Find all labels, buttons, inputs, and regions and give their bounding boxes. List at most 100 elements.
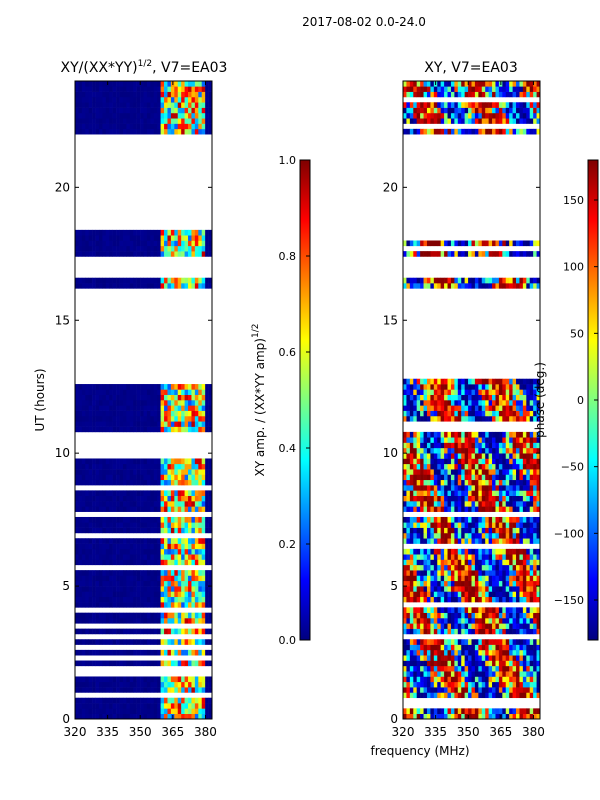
heatmap-cell bbox=[498, 384, 503, 390]
heatmap-cell bbox=[119, 474, 124, 481]
heatmap-cell bbox=[471, 463, 476, 470]
heatmap-cell bbox=[512, 400, 517, 406]
heatmap-cell bbox=[471, 607, 476, 613]
heatmap-cell bbox=[133, 687, 137, 693]
heatmap-cell bbox=[454, 708, 459, 714]
heatmap-cell bbox=[409, 639, 414, 645]
heatmap-cell bbox=[430, 251, 435, 257]
heatmap-cell bbox=[205, 703, 209, 709]
heatmap-cell bbox=[112, 554, 117, 560]
heatmap-cell bbox=[81, 426, 86, 433]
heatmap-cell bbox=[170, 617, 175, 624]
heatmap-cell bbox=[457, 532, 462, 539]
heatmap-cell bbox=[122, 96, 127, 103]
heatmap-cell bbox=[423, 676, 428, 683]
heatmap-cell bbox=[457, 277, 462, 284]
heatmap-cell bbox=[143, 602, 148, 608]
heatmap-cell bbox=[447, 522, 452, 528]
heatmap-cell bbox=[201, 240, 206, 247]
heatmap-cell bbox=[140, 405, 144, 411]
heatmap-cell bbox=[88, 128, 93, 135]
heatmap-cell bbox=[481, 554, 486, 560]
heatmap-cell bbox=[536, 671, 540, 677]
heatmap-cell bbox=[454, 671, 459, 677]
heatmap-cell bbox=[122, 81, 127, 82]
heatmap-cell bbox=[437, 623, 441, 629]
heatmap-cell bbox=[529, 405, 534, 411]
heatmap-cell bbox=[119, 538, 124, 544]
heatmap-cell bbox=[409, 612, 414, 619]
heatmap-cell bbox=[533, 692, 537, 699]
heatmap-cell bbox=[188, 506, 192, 512]
heatmap-cell bbox=[457, 591, 462, 598]
heatmap-cell bbox=[170, 570, 175, 576]
heatmap-cell bbox=[485, 713, 489, 719]
heatmap-cell bbox=[92, 277, 96, 284]
heatmap-cell bbox=[157, 474, 161, 481]
heatmap-cell bbox=[492, 490, 496, 496]
heatmap-cell bbox=[492, 527, 496, 534]
heatmap-cell bbox=[102, 676, 107, 683]
heatmap-cell bbox=[444, 649, 448, 656]
heatmap-cell bbox=[416, 458, 421, 465]
heatmap-cell bbox=[208, 229, 212, 236]
heatmap-cell bbox=[495, 437, 500, 443]
heatmap-cell bbox=[81, 543, 86, 550]
heatmap-cell bbox=[509, 490, 513, 496]
heatmap-cell bbox=[409, 522, 414, 528]
heatmap-cell bbox=[488, 394, 493, 401]
heatmap-cell bbox=[188, 96, 192, 103]
heatmap-cell bbox=[485, 687, 489, 693]
heatmap-cell bbox=[457, 527, 462, 534]
heatmap-cell bbox=[122, 570, 127, 576]
heatmap-cell bbox=[92, 91, 96, 98]
heatmap-cell bbox=[474, 474, 479, 481]
heatmap-cell bbox=[522, 527, 527, 534]
heatmap-cell bbox=[126, 463, 131, 470]
heatmap-cell bbox=[440, 554, 445, 560]
heatmap-cell bbox=[409, 251, 414, 257]
heatmap-cell bbox=[143, 102, 148, 108]
heatmap-cell bbox=[153, 107, 158, 114]
heatmap-cell bbox=[208, 559, 212, 566]
heatmap-cell bbox=[529, 378, 534, 385]
heatmap-cell bbox=[447, 410, 452, 417]
heatmap-cell bbox=[116, 602, 120, 608]
heatmap-cell bbox=[143, 681, 148, 688]
heatmap-cell bbox=[450, 665, 455, 672]
heatmap-cell bbox=[164, 458, 168, 465]
heatmap-cell bbox=[474, 394, 479, 401]
heatmap-cell bbox=[146, 490, 151, 496]
heatmap-cell bbox=[495, 431, 500, 438]
heatmap-cell bbox=[112, 490, 117, 496]
heatmap-cell bbox=[468, 283, 472, 289]
heatmap-cell bbox=[468, 527, 472, 534]
heatmap-cell bbox=[488, 554, 493, 560]
heatmap-cell bbox=[522, 389, 527, 395]
heatmap-cell bbox=[512, 687, 517, 693]
heatmap-cell bbox=[416, 591, 421, 598]
heatmap-cell bbox=[409, 532, 414, 539]
heatmap-cell bbox=[454, 559, 459, 566]
heatmap-cell bbox=[536, 655, 540, 661]
heatmap-cell bbox=[492, 628, 496, 635]
heatmap-cell bbox=[461, 623, 465, 629]
y-tick-label: 10 bbox=[55, 446, 70, 460]
heatmap-cell bbox=[423, 554, 428, 560]
heatmap-cell bbox=[433, 506, 438, 512]
heatmap-cell bbox=[406, 442, 411, 449]
heatmap-cell bbox=[416, 394, 421, 401]
heatmap-cell bbox=[75, 277, 79, 284]
heatmap-cell bbox=[440, 389, 445, 395]
heatmap-cell bbox=[536, 394, 540, 401]
heatmap-cell bbox=[188, 575, 192, 582]
heatmap-cell bbox=[516, 559, 520, 566]
heatmap-cell bbox=[464, 538, 469, 544]
heatmap-cell bbox=[177, 240, 182, 247]
heatmap-cell bbox=[201, 713, 206, 719]
heatmap-cell bbox=[440, 586, 445, 592]
heatmap-cell bbox=[498, 681, 503, 688]
heatmap-cell bbox=[403, 516, 407, 523]
heatmap-cell bbox=[495, 655, 500, 661]
heatmap-cell bbox=[136, 617, 141, 624]
